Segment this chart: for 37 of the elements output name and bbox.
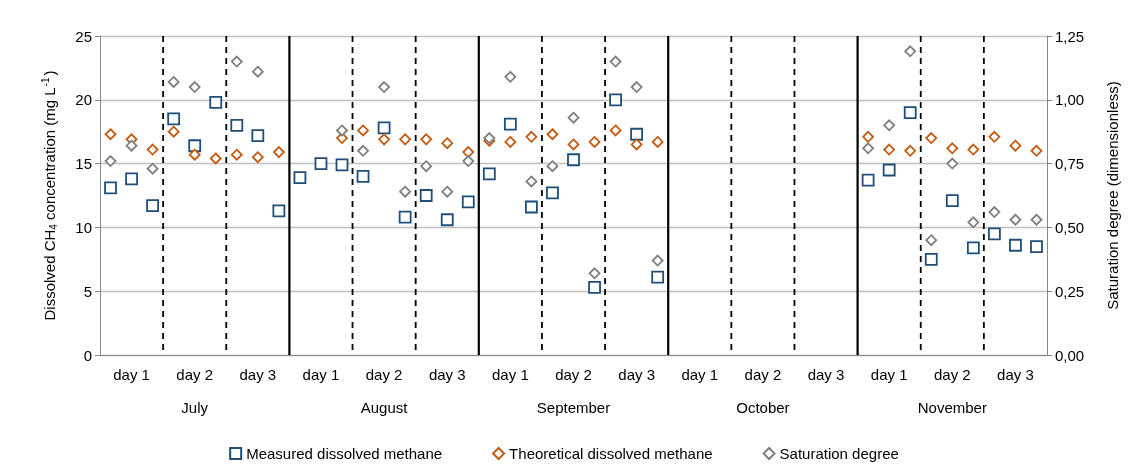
text: July bbox=[181, 399, 209, 416]
text: September bbox=[536, 399, 611, 416]
x-tick-label: day 1 bbox=[302, 366, 340, 383]
y2-tick-label: 0,00 bbox=[1055, 346, 1085, 364]
y2-tick-label: 1,25 bbox=[1055, 27, 1085, 45]
y-tick-label: 20 bbox=[75, 91, 92, 109]
legend-label: Saturation degree bbox=[779, 445, 899, 462]
x-tick-label: day 1 bbox=[870, 366, 908, 383]
x-tick-label: day 3 bbox=[428, 366, 466, 383]
x-tick-label: day 3 bbox=[618, 366, 655, 383]
text: October bbox=[736, 399, 790, 416]
legend-label: Theoretical dissolved methane bbox=[509, 445, 713, 462]
text: November bbox=[917, 399, 987, 416]
x-tick-label: day 2 bbox=[365, 366, 403, 383]
y-tick-label: 25 bbox=[75, 27, 92, 45]
x-tick-label: day 2 bbox=[555, 366, 592, 383]
y-tick-label: 15 bbox=[75, 155, 92, 173]
y-axis-title: Dissolved CH4 concentration (mg L-1) bbox=[39, 70, 59, 321]
y-tick-label: 0 bbox=[83, 346, 92, 364]
y2-tick-label: 0,75 bbox=[1055, 155, 1085, 173]
x-tick-label: day 3 bbox=[239, 366, 277, 383]
x-tick-label: day 1 bbox=[681, 366, 719, 383]
y2-tick-label: 0,50 bbox=[1055, 218, 1085, 236]
y2-axis-title: Saturation degree (dimensionless) bbox=[1104, 81, 1121, 310]
y2-tick-label: 0,25 bbox=[1055, 282, 1085, 300]
y-tick-label: 5 bbox=[83, 282, 92, 300]
x-tick-label: day 1 bbox=[492, 366, 529, 383]
x-tick-label: day 2 bbox=[744, 366, 782, 383]
x-tick-label: day 2 bbox=[933, 366, 971, 383]
y2-tick-label: 1,00 bbox=[1055, 91, 1085, 109]
x-tick-label: day 3 bbox=[997, 366, 1034, 383]
x-tick-label: day 1 bbox=[113, 366, 150, 383]
legend-label: Measured dissolved methane bbox=[246, 445, 443, 462]
y-tick-label: 10 bbox=[75, 218, 92, 236]
x-tick-label: day 3 bbox=[807, 366, 845, 383]
text: August bbox=[360, 399, 409, 416]
x-tick-label: day 2 bbox=[176, 366, 214, 383]
